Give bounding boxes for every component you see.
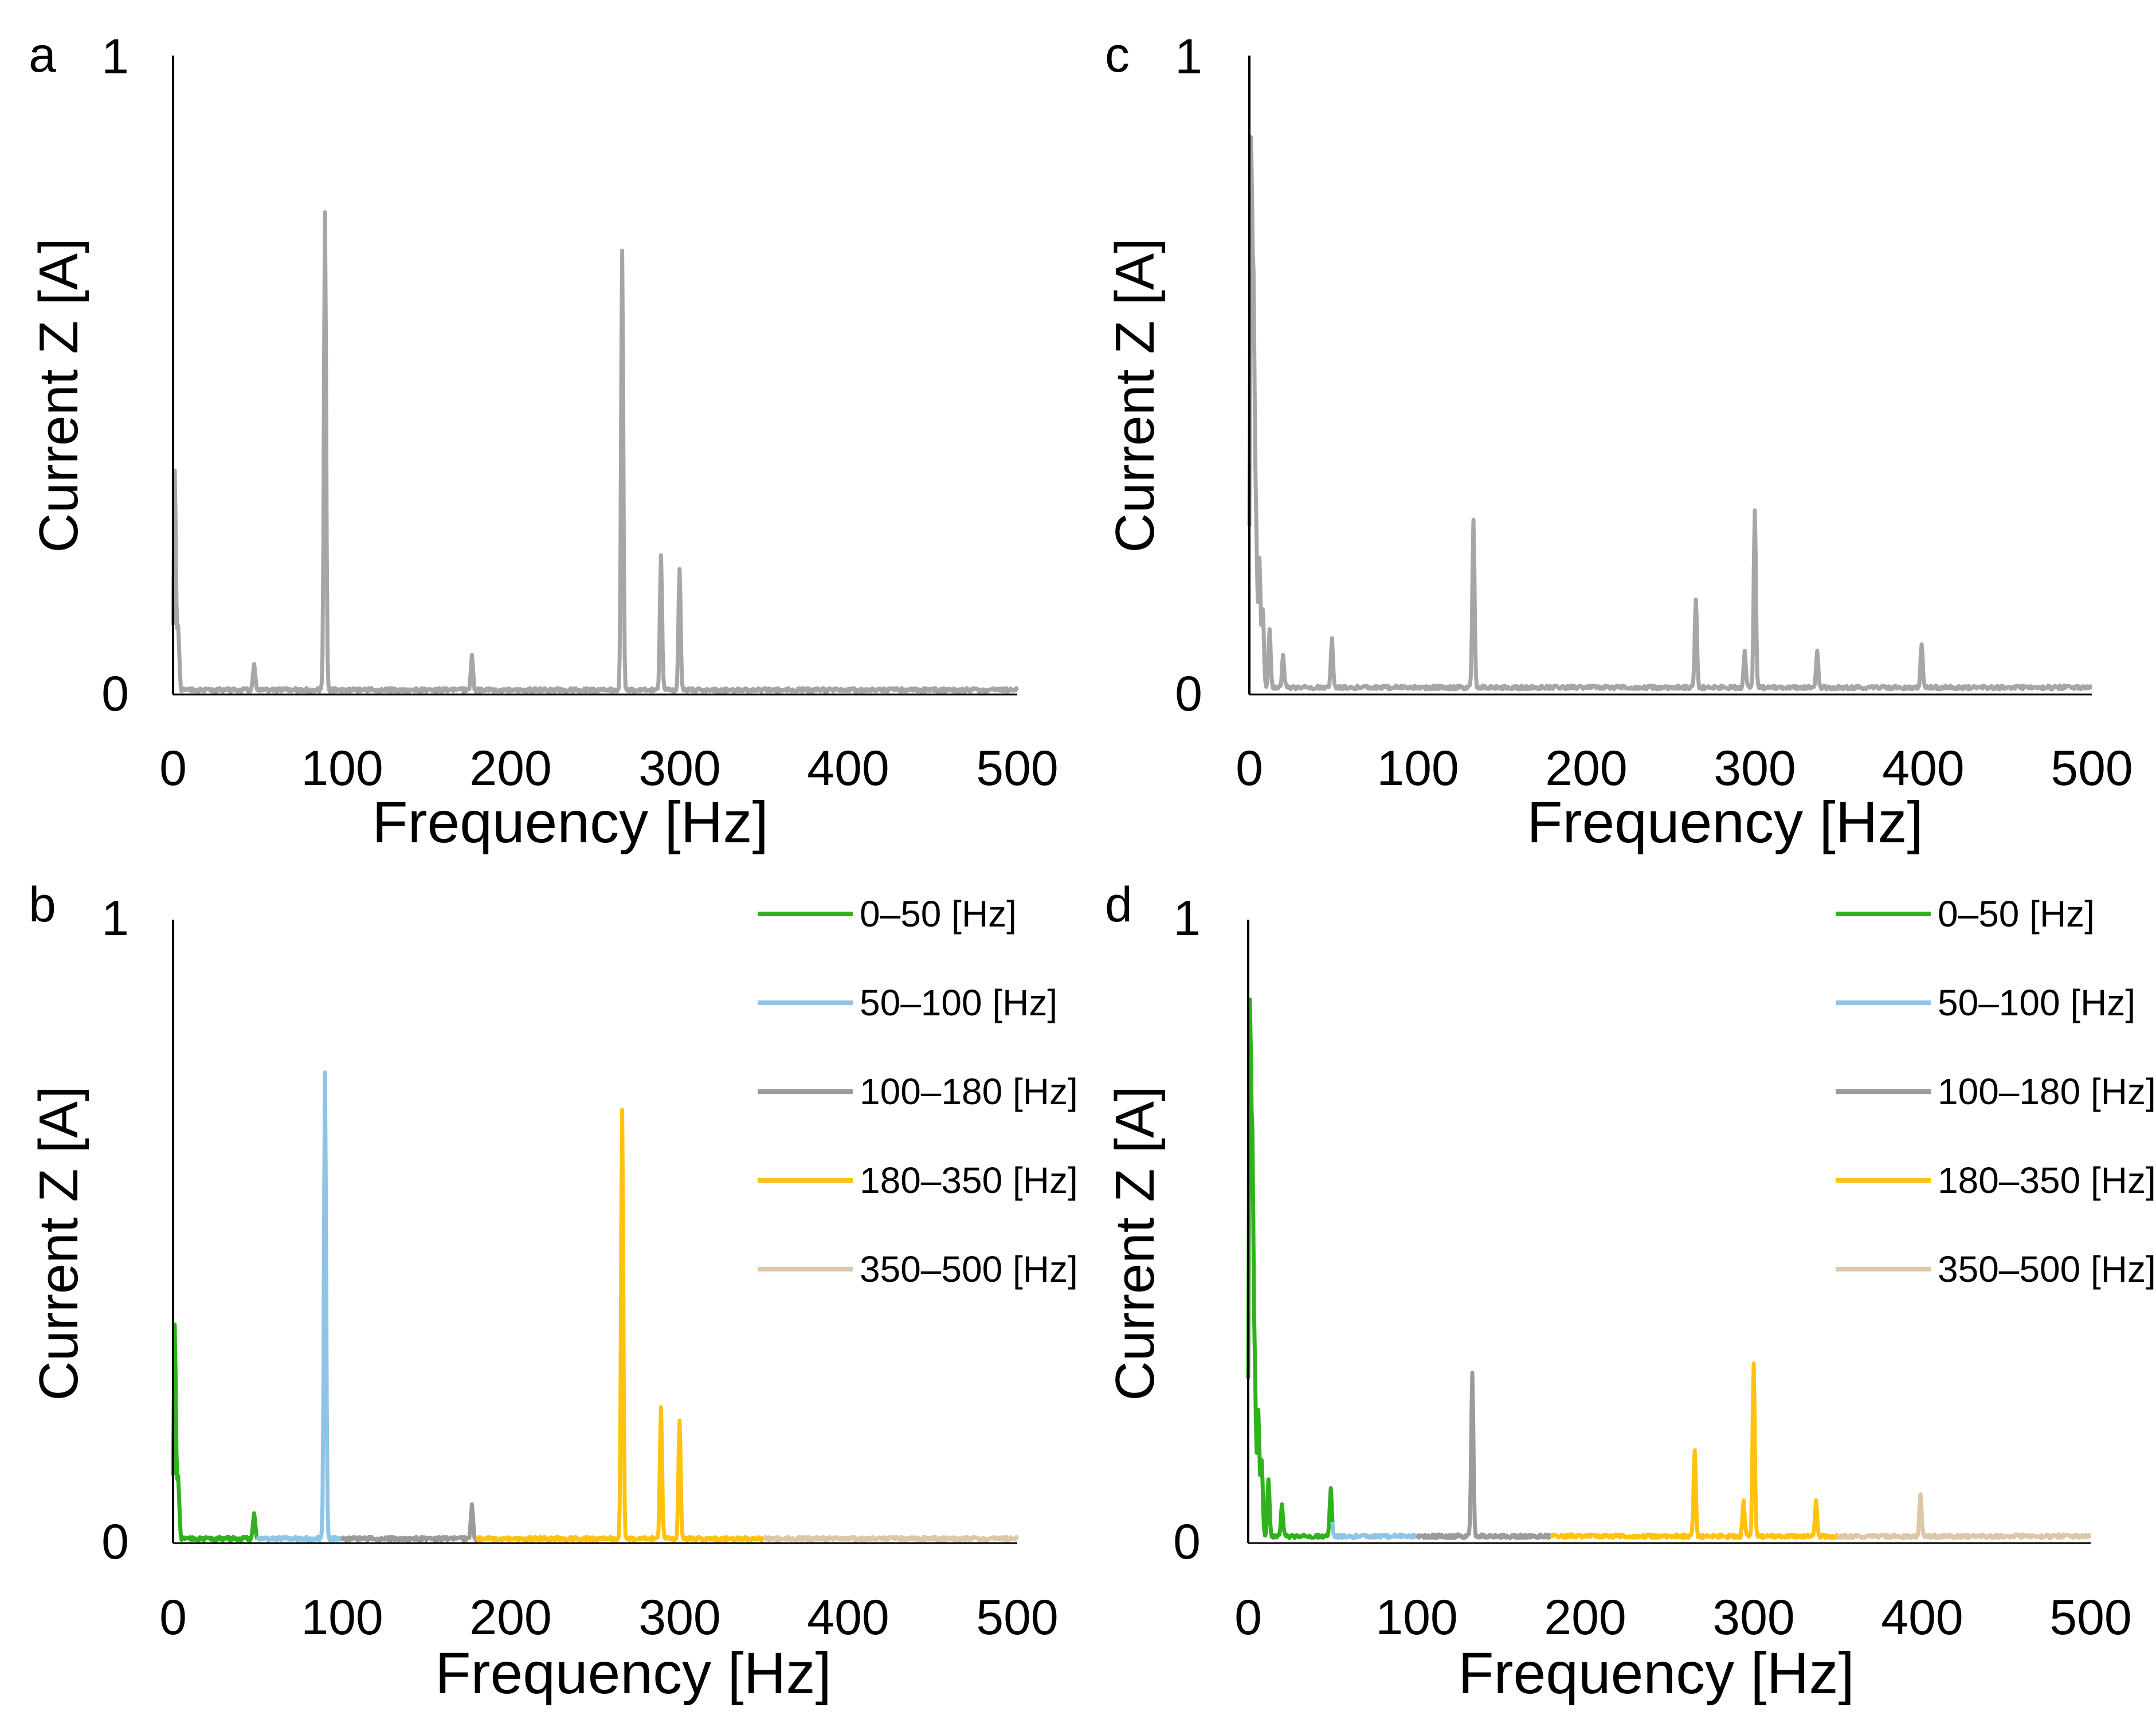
y-tick-label: 0 (101, 1514, 129, 1569)
x-tick-label: 0 (159, 1590, 187, 1645)
panel-label-a: a (29, 28, 56, 83)
series-line (1247, 135, 2093, 692)
y-ticks-c: 1 0 (1175, 29, 1202, 721)
y-tick-label: 1 (101, 29, 129, 84)
x-tick-label: 300 (638, 741, 721, 796)
legend-b: 0–50 [Hz] 50–100 [Hz] 100–180 [Hz] 180–350 … (758, 893, 1078, 1290)
x-tick-label: 400 (1881, 1590, 1963, 1645)
x-tick-label: 200 (1544, 1590, 1626, 1645)
plot-area-c (1247, 56, 2093, 696)
legend-label: 180–350 [Hz] (1938, 1160, 2156, 1201)
series-line-50-100 (1330, 1522, 1419, 1540)
y-axis-label-a: Current Z [A] (28, 238, 89, 552)
series-line-350-500 (1836, 1492, 2092, 1540)
plot-area-b (171, 920, 1020, 1544)
series-line-50-100 (256, 1070, 344, 1543)
y-tick-label: 0 (1173, 1514, 1201, 1569)
panel-label-b: b (29, 877, 56, 932)
legend-d: 0–50 [Hz] 50–100 [Hz] 100–180 [Hz] 180–350 … (1836, 893, 2156, 1290)
x-axis-label-c: Frequency [Hz] (1527, 790, 1923, 855)
y-ticks-a: 1 0 (101, 29, 129, 721)
legend-label: 0–50 [Hz] (1938, 893, 2095, 935)
y-tick-label: 0 (1175, 666, 1202, 721)
x-axis-label-a: Frequency [Hz] (372, 790, 769, 855)
plot-area-d (1246, 920, 2092, 1544)
panel-c: c Current Z [A] Frequency [Hz] 1 0 0 100… (1104, 28, 2133, 855)
x-tick-label: 200 (1545, 741, 1628, 796)
x-tick-label: 100 (301, 741, 383, 796)
y-tick-label: 1 (101, 891, 129, 946)
y-axis-label-b: Current Z [A] (28, 1086, 89, 1400)
legend-label: 50–100 [Hz] (1938, 982, 2135, 1023)
series-line-350-500 (763, 1534, 1020, 1543)
legend-label: 180–350 [Hz] (860, 1160, 1078, 1201)
x-tick-label: 0 (1236, 741, 1263, 796)
series-line-100-180 (1416, 1371, 1553, 1540)
x-tick-label: 0 (159, 741, 187, 796)
x-tick-label: 300 (1714, 741, 1796, 796)
x-ticks-b: 0 100 200 300 400 500 (159, 1590, 1059, 1645)
x-tick-label: 500 (976, 741, 1059, 796)
legend-label: 350–500 [Hz] (860, 1249, 1078, 1290)
x-axis-label-b: Frequency [Hz] (435, 1640, 832, 1706)
series-line-0-50 (1246, 997, 1335, 1540)
legend-label: 100–180 [Hz] (1938, 1071, 2156, 1112)
y-axis-label-c: Current Z [A] (1104, 238, 1166, 552)
panel-a: a Current Z [A] Frequency [Hz] 1 0 0 100… (28, 28, 1059, 855)
x-tick-label: 500 (2049, 1590, 2132, 1645)
x-tick-label: 200 (469, 741, 552, 796)
x-tick-label: 500 (2051, 741, 2133, 796)
x-ticks-c: 0 100 200 300 400 500 (1236, 741, 2133, 796)
x-tick-label: 100 (1375, 1590, 1458, 1645)
panel-label-d: d (1105, 877, 1132, 932)
x-tick-label: 400 (807, 1590, 889, 1645)
y-tick-label: 1 (1175, 29, 1202, 84)
legend-label: 50–100 [Hz] (860, 982, 1057, 1023)
x-tick-label: 0 (1234, 1590, 1262, 1645)
x-tick-label: 400 (807, 741, 889, 796)
y-tick-label: 1 (1173, 891, 1201, 946)
panel-label-c: c (1105, 28, 1130, 83)
x-tick-label: 500 (976, 1590, 1059, 1645)
x-axis-label-d: Frequency [Hz] (1458, 1640, 1855, 1706)
legend-label: 100–180 [Hz] (860, 1071, 1078, 1112)
x-tick-label: 400 (1882, 741, 1965, 796)
y-tick-label: 0 (101, 666, 129, 721)
series-line-180-350 (1549, 1361, 1839, 1540)
x-ticks-d: 0 100 200 300 400 500 (1234, 1590, 2132, 1645)
y-axis-label-d: Current Z [A] (1104, 1086, 1166, 1400)
series-line (171, 210, 1020, 694)
series-line-180-350 (475, 1108, 766, 1543)
x-tick-label: 200 (469, 1590, 552, 1645)
series-line-0-50 (171, 1322, 260, 1543)
series-line-100-180 (340, 1502, 479, 1543)
panel-b: b Current Z [A] Frequency [Hz] 1 0 0 100… (28, 877, 1078, 1706)
x-tick-label: 300 (638, 1590, 721, 1645)
panel-d: d Current Z [A] Frequency [Hz] 1 0 0 100… (1104, 877, 2156, 1706)
legend-label: 0–50 [Hz] (860, 893, 1017, 935)
y-ticks-b: 1 0 (101, 891, 129, 1569)
x-tick-label: 100 (1377, 741, 1459, 796)
x-tick-label: 300 (1712, 1590, 1795, 1645)
x-tick-label: 100 (301, 1590, 383, 1645)
legend-label: 350–500 [Hz] (1938, 1249, 2156, 1290)
y-ticks-d: 1 0 (1173, 891, 1201, 1569)
x-ticks-a: 0 100 200 300 400 500 (159, 741, 1059, 796)
plot-area-a (171, 56, 1020, 696)
